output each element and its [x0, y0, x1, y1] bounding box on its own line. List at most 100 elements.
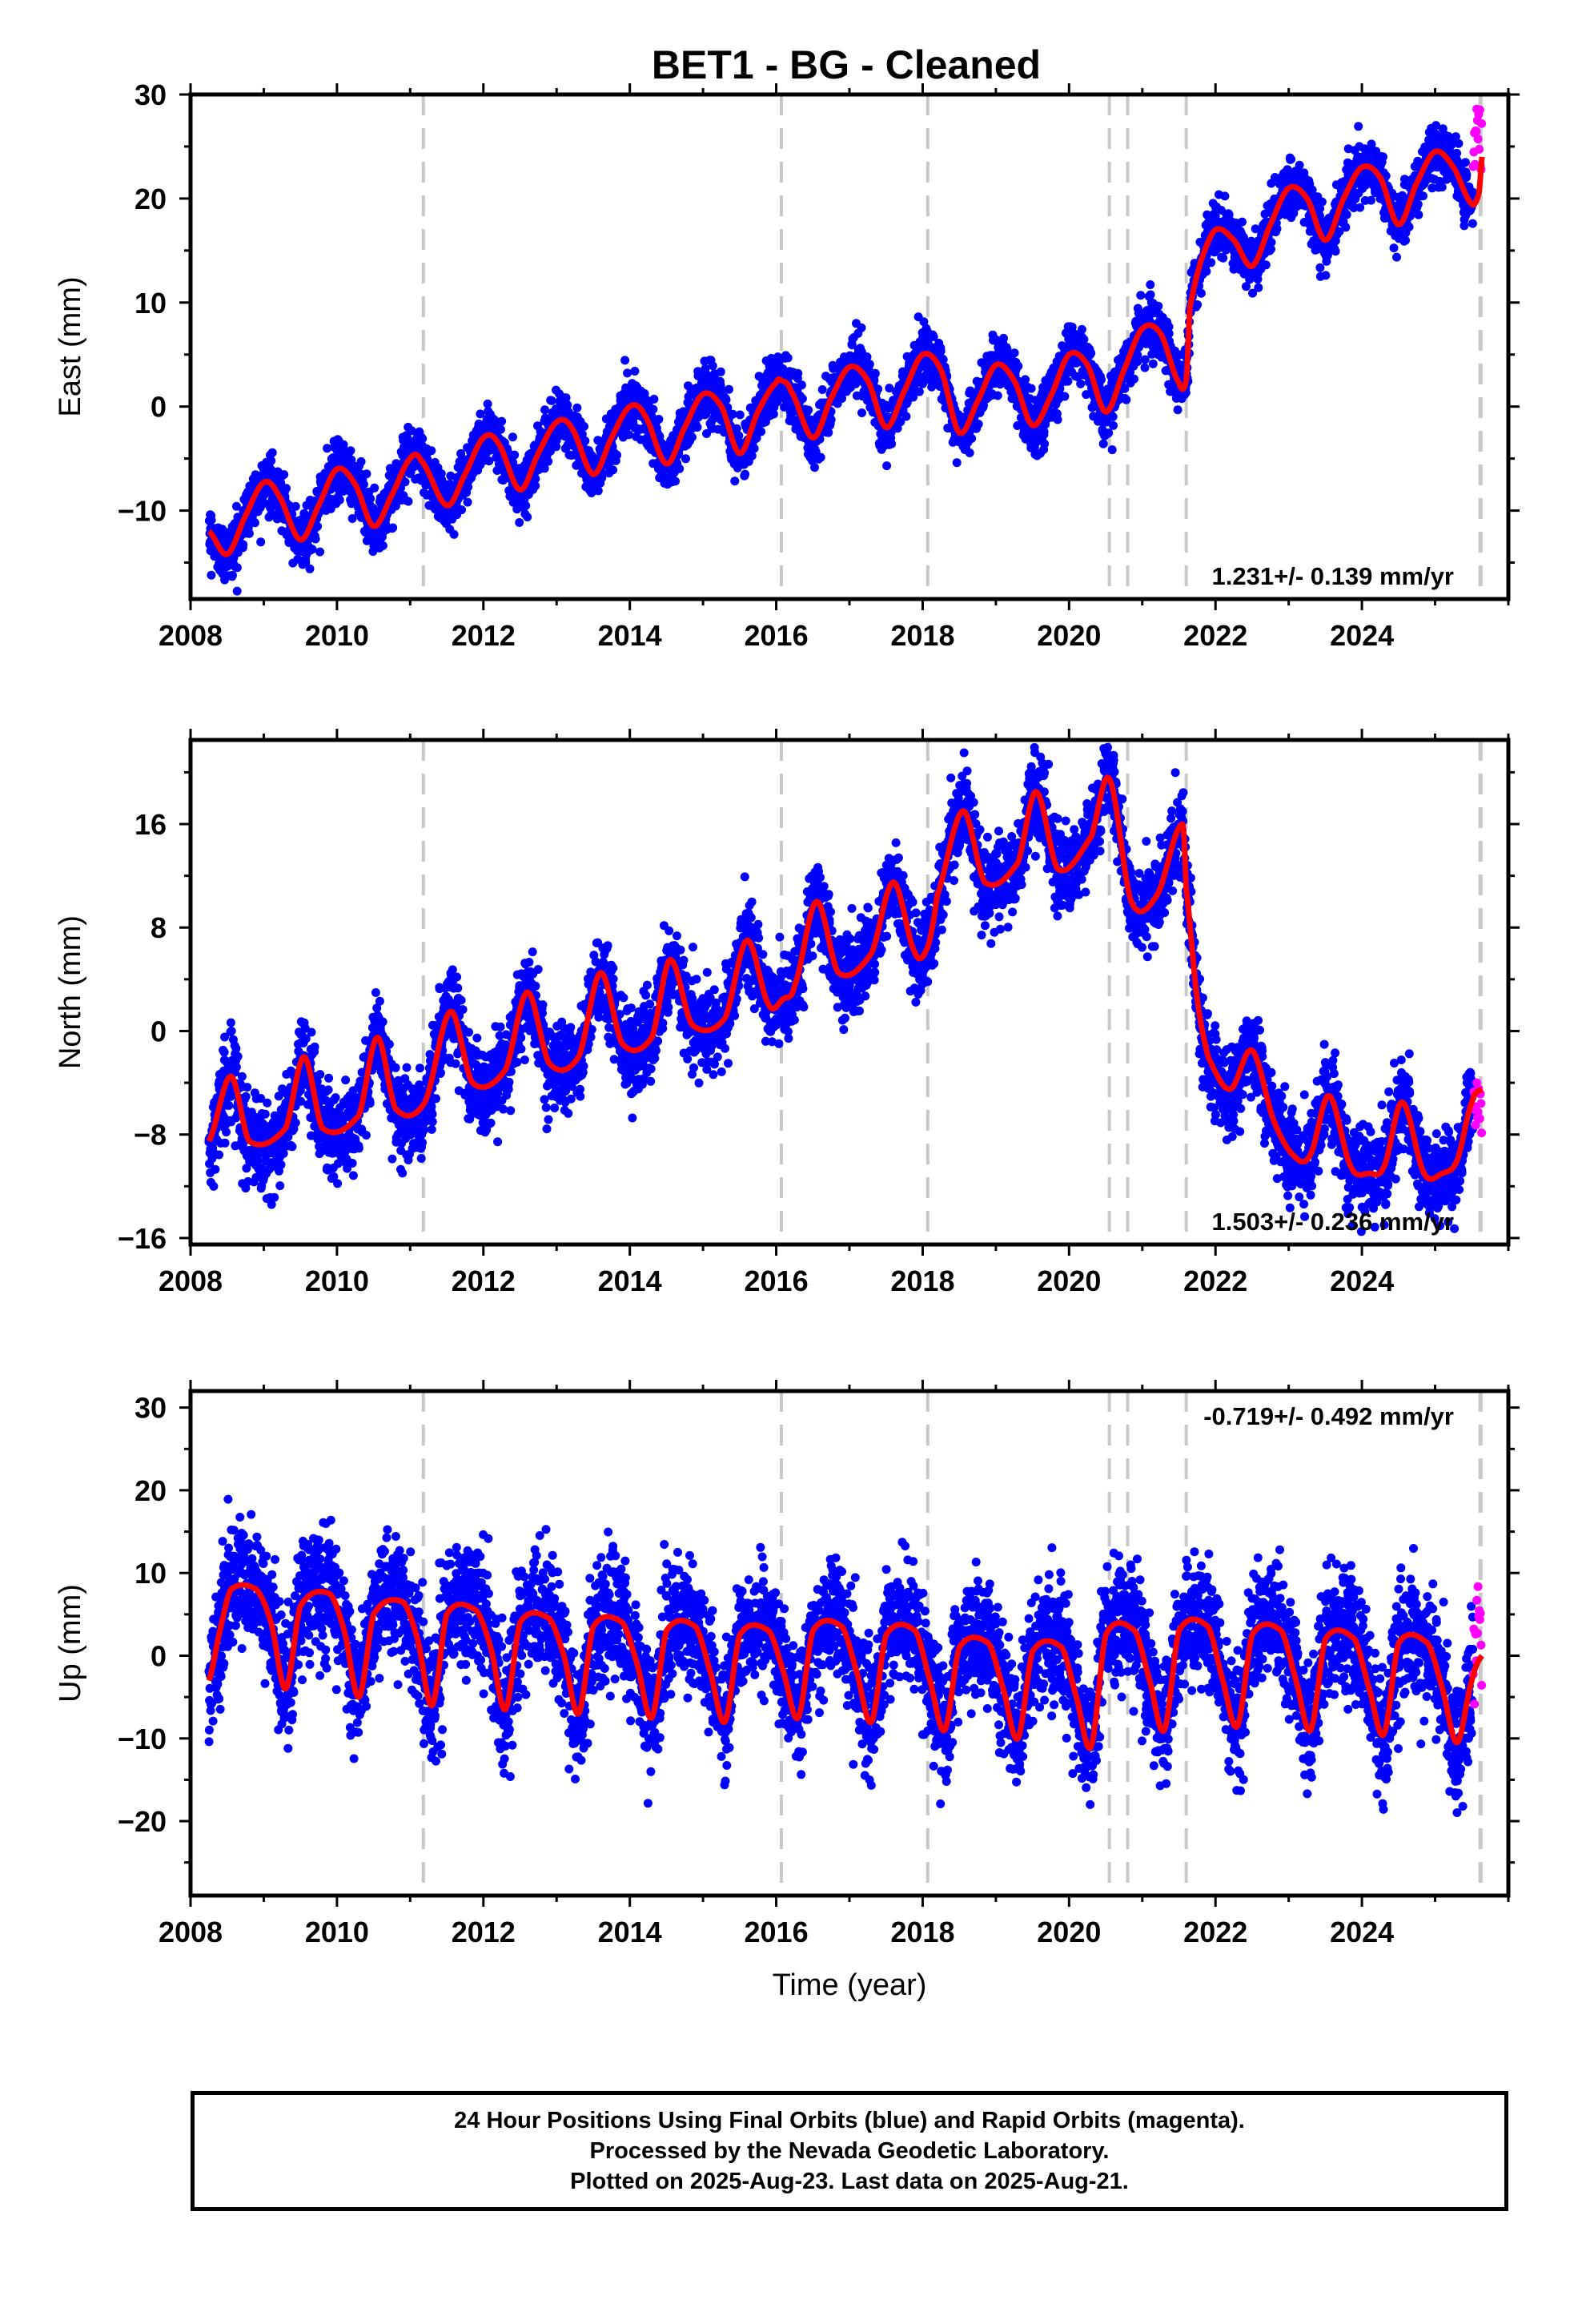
- final-orbit-point: [256, 537, 266, 547]
- final-orbit-point: [347, 455, 356, 464]
- final-orbit-point: [531, 474, 540, 484]
- final-orbit-point: [648, 404, 658, 414]
- final-orbit-point: [1010, 348, 1019, 358]
- final-orbit-point: [544, 456, 553, 466]
- final-orbit-point: [1267, 238, 1276, 247]
- final-orbit-point: [347, 514, 357, 523]
- final-orbit-point: [901, 412, 911, 421]
- final-orbit-point: [463, 497, 472, 507]
- final-orbit-point: [824, 428, 833, 437]
- final-orbit-point: [323, 444, 332, 453]
- final-orbit-point: [693, 423, 702, 432]
- final-orbit-point: [721, 395, 731, 404]
- final-orbit-point: [783, 353, 793, 363]
- final-orbit-point: [630, 367, 640, 376]
- final-orbit-point: [716, 367, 725, 376]
- final-orbit-point: [1026, 384, 1036, 393]
- final-orbit-point: [1202, 267, 1211, 276]
- final-orbit-point: [793, 368, 803, 378]
- final-orbit-point: [681, 454, 690, 464]
- final-orbit-point: [1238, 217, 1247, 227]
- final-orbit-point: [311, 534, 320, 544]
- final-orbit-point: [1196, 288, 1206, 298]
- final-orbit-point: [227, 570, 237, 580]
- final-orbit-point: [870, 368, 880, 378]
- final-orbit-point: [531, 481, 540, 491]
- final-orbit-point: [446, 471, 456, 480]
- final-orbit-point: [1086, 348, 1096, 358]
- final-orbit-point: [816, 452, 825, 462]
- final-orbit-point: [952, 458, 962, 468]
- final-orbit-point: [1140, 363, 1150, 372]
- final-orbit-point: [1040, 439, 1050, 448]
- final-orbit-point: [887, 439, 897, 448]
- final-orbit-point: [1122, 395, 1131, 404]
- final-orbit-point: [1097, 375, 1106, 384]
- final-orbit-point: [1154, 301, 1163, 311]
- final-orbit-point: [1063, 376, 1073, 386]
- final-orbit-point: [865, 360, 874, 369]
- final-orbit-point: [1173, 405, 1182, 415]
- final-orbit-point: [366, 494, 375, 504]
- final-orbit-point: [593, 486, 603, 496]
- final-orbit-point: [1014, 361, 1023, 371]
- final-orbit-point: [804, 405, 813, 415]
- final-orbit-point: [276, 478, 286, 488]
- final-orbit-point: [749, 444, 759, 453]
- final-orbit-point: [1321, 271, 1331, 280]
- final-orbit-point: [620, 356, 630, 365]
- final-orbit-point: [540, 405, 549, 415]
- final-orbit-point: [239, 540, 248, 549]
- final-orbit-point: [523, 513, 532, 522]
- final-orbit-point: [1130, 374, 1138, 384]
- final-orbit-point: [1193, 300, 1203, 309]
- final-orbit-point: [1164, 329, 1174, 338]
- final-orbit-point: [671, 476, 680, 486]
- final-orbit-point: [1060, 392, 1070, 401]
- final-orbit-point: [999, 333, 1008, 343]
- final-orbit-point: [1272, 224, 1282, 234]
- final-orbit-point: [1295, 160, 1304, 170]
- final-orbit-point: [797, 394, 807, 404]
- final-orbit-point: [1146, 290, 1155, 300]
- final-orbit-point: [232, 563, 242, 573]
- final-orbit-point: [315, 547, 325, 557]
- final-orbit-point: [400, 477, 410, 487]
- final-orbit-point: [757, 427, 766, 436]
- final-orbit-point: [427, 446, 436, 456]
- final-orbit-point: [279, 470, 289, 480]
- final-orbit-point: [624, 430, 633, 440]
- final-orbit-point: [457, 505, 467, 515]
- final-orbit-point: [515, 518, 524, 527]
- final-orbit-point: [301, 557, 311, 567]
- final-orbit-point: [418, 434, 428, 444]
- final-orbit-point: [508, 432, 517, 442]
- final-orbit-point: [1146, 280, 1155, 289]
- final-orbit-point: [359, 480, 368, 489]
- final-orbit-point: [407, 426, 416, 436]
- final-orbit-point: [207, 516, 216, 525]
- final-orbit-point: [1107, 445, 1117, 455]
- final-orbit-point: [1342, 210, 1351, 219]
- final-orbit-point: [580, 422, 588, 431]
- final-orbit-point: [437, 475, 447, 485]
- final-orbit-point: [730, 476, 740, 486]
- final-orbit-point: [1148, 359, 1158, 368]
- final-orbit-point: [521, 501, 531, 510]
- final-orbit-point: [1076, 379, 1086, 388]
- final-orbit-point: [572, 403, 582, 412]
- final-orbit-point: [735, 410, 745, 420]
- final-orbit-point: [1287, 155, 1296, 164]
- final-orbit-point: [356, 456, 366, 466]
- final-orbit-point: [232, 586, 242, 596]
- final-orbit-point: [1098, 439, 1108, 448]
- final-orbit-point: [496, 424, 505, 434]
- final-orbit-point: [1207, 258, 1216, 267]
- final-orbit-point: [725, 384, 733, 394]
- final-orbit-point: [1317, 197, 1327, 207]
- final-orbit-point: [335, 495, 344, 505]
- final-orbit-point: [291, 501, 300, 511]
- final-orbit-point: [993, 391, 1002, 400]
- final-orbit-point: [370, 483, 379, 493]
